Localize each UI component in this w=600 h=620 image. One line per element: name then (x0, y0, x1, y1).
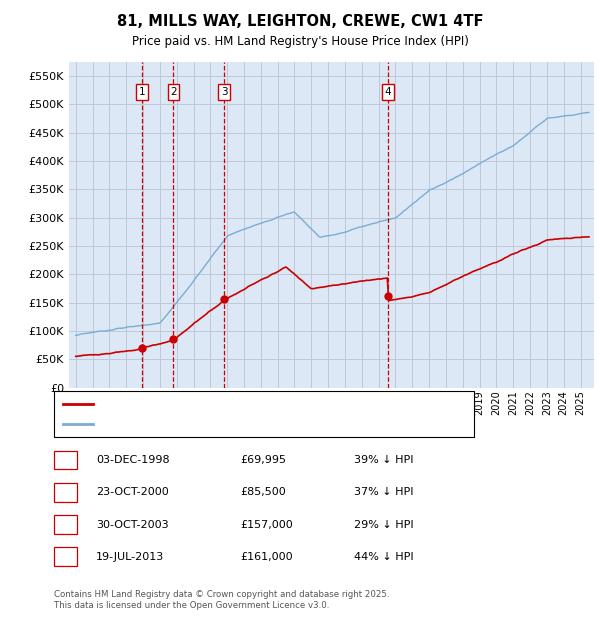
Text: Price paid vs. HM Land Registry's House Price Index (HPI): Price paid vs. HM Land Registry's House … (131, 35, 469, 48)
Text: £161,000: £161,000 (240, 552, 293, 562)
Bar (388, 62, 390, 388)
Text: 81, MILLS WAY, LEIGHTON, CREWE, CW1 4TF: 81, MILLS WAY, LEIGHTON, CREWE, CW1 4TF (117, 14, 483, 29)
Text: £157,000: £157,000 (240, 520, 293, 529)
Text: £85,500: £85,500 (240, 487, 286, 497)
Text: 1: 1 (139, 87, 145, 97)
Text: 3: 3 (62, 520, 69, 529)
Text: 81, MILLS WAY, LEIGHTON, CREWE, CW1 4TF (detached house): 81, MILLS WAY, LEIGHTON, CREWE, CW1 4TF … (99, 399, 427, 409)
Text: 29% ↓ HPI: 29% ↓ HPI (354, 520, 413, 529)
Text: 2: 2 (62, 487, 69, 497)
Text: 2: 2 (170, 87, 177, 97)
Text: HPI: Average price, detached house, Cheshire East: HPI: Average price, detached house, Ches… (99, 419, 364, 429)
Text: 3: 3 (221, 87, 227, 97)
Text: 30-OCT-2003: 30-OCT-2003 (96, 520, 169, 529)
Text: 37% ↓ HPI: 37% ↓ HPI (354, 487, 413, 497)
Text: £69,995: £69,995 (240, 455, 286, 465)
Text: 23-OCT-2000: 23-OCT-2000 (96, 487, 169, 497)
Text: 39% ↓ HPI: 39% ↓ HPI (354, 455, 413, 465)
Text: 19-JUL-2013: 19-JUL-2013 (96, 552, 164, 562)
Text: 4: 4 (62, 552, 69, 562)
Text: 44% ↓ HPI: 44% ↓ HPI (354, 552, 413, 562)
Text: Contains HM Land Registry data © Crown copyright and database right 2025.
This d: Contains HM Land Registry data © Crown c… (54, 590, 389, 609)
Text: 4: 4 (385, 87, 391, 97)
Text: 1: 1 (62, 455, 69, 465)
Text: 03-DEC-1998: 03-DEC-1998 (96, 455, 170, 465)
Bar (142, 62, 224, 388)
